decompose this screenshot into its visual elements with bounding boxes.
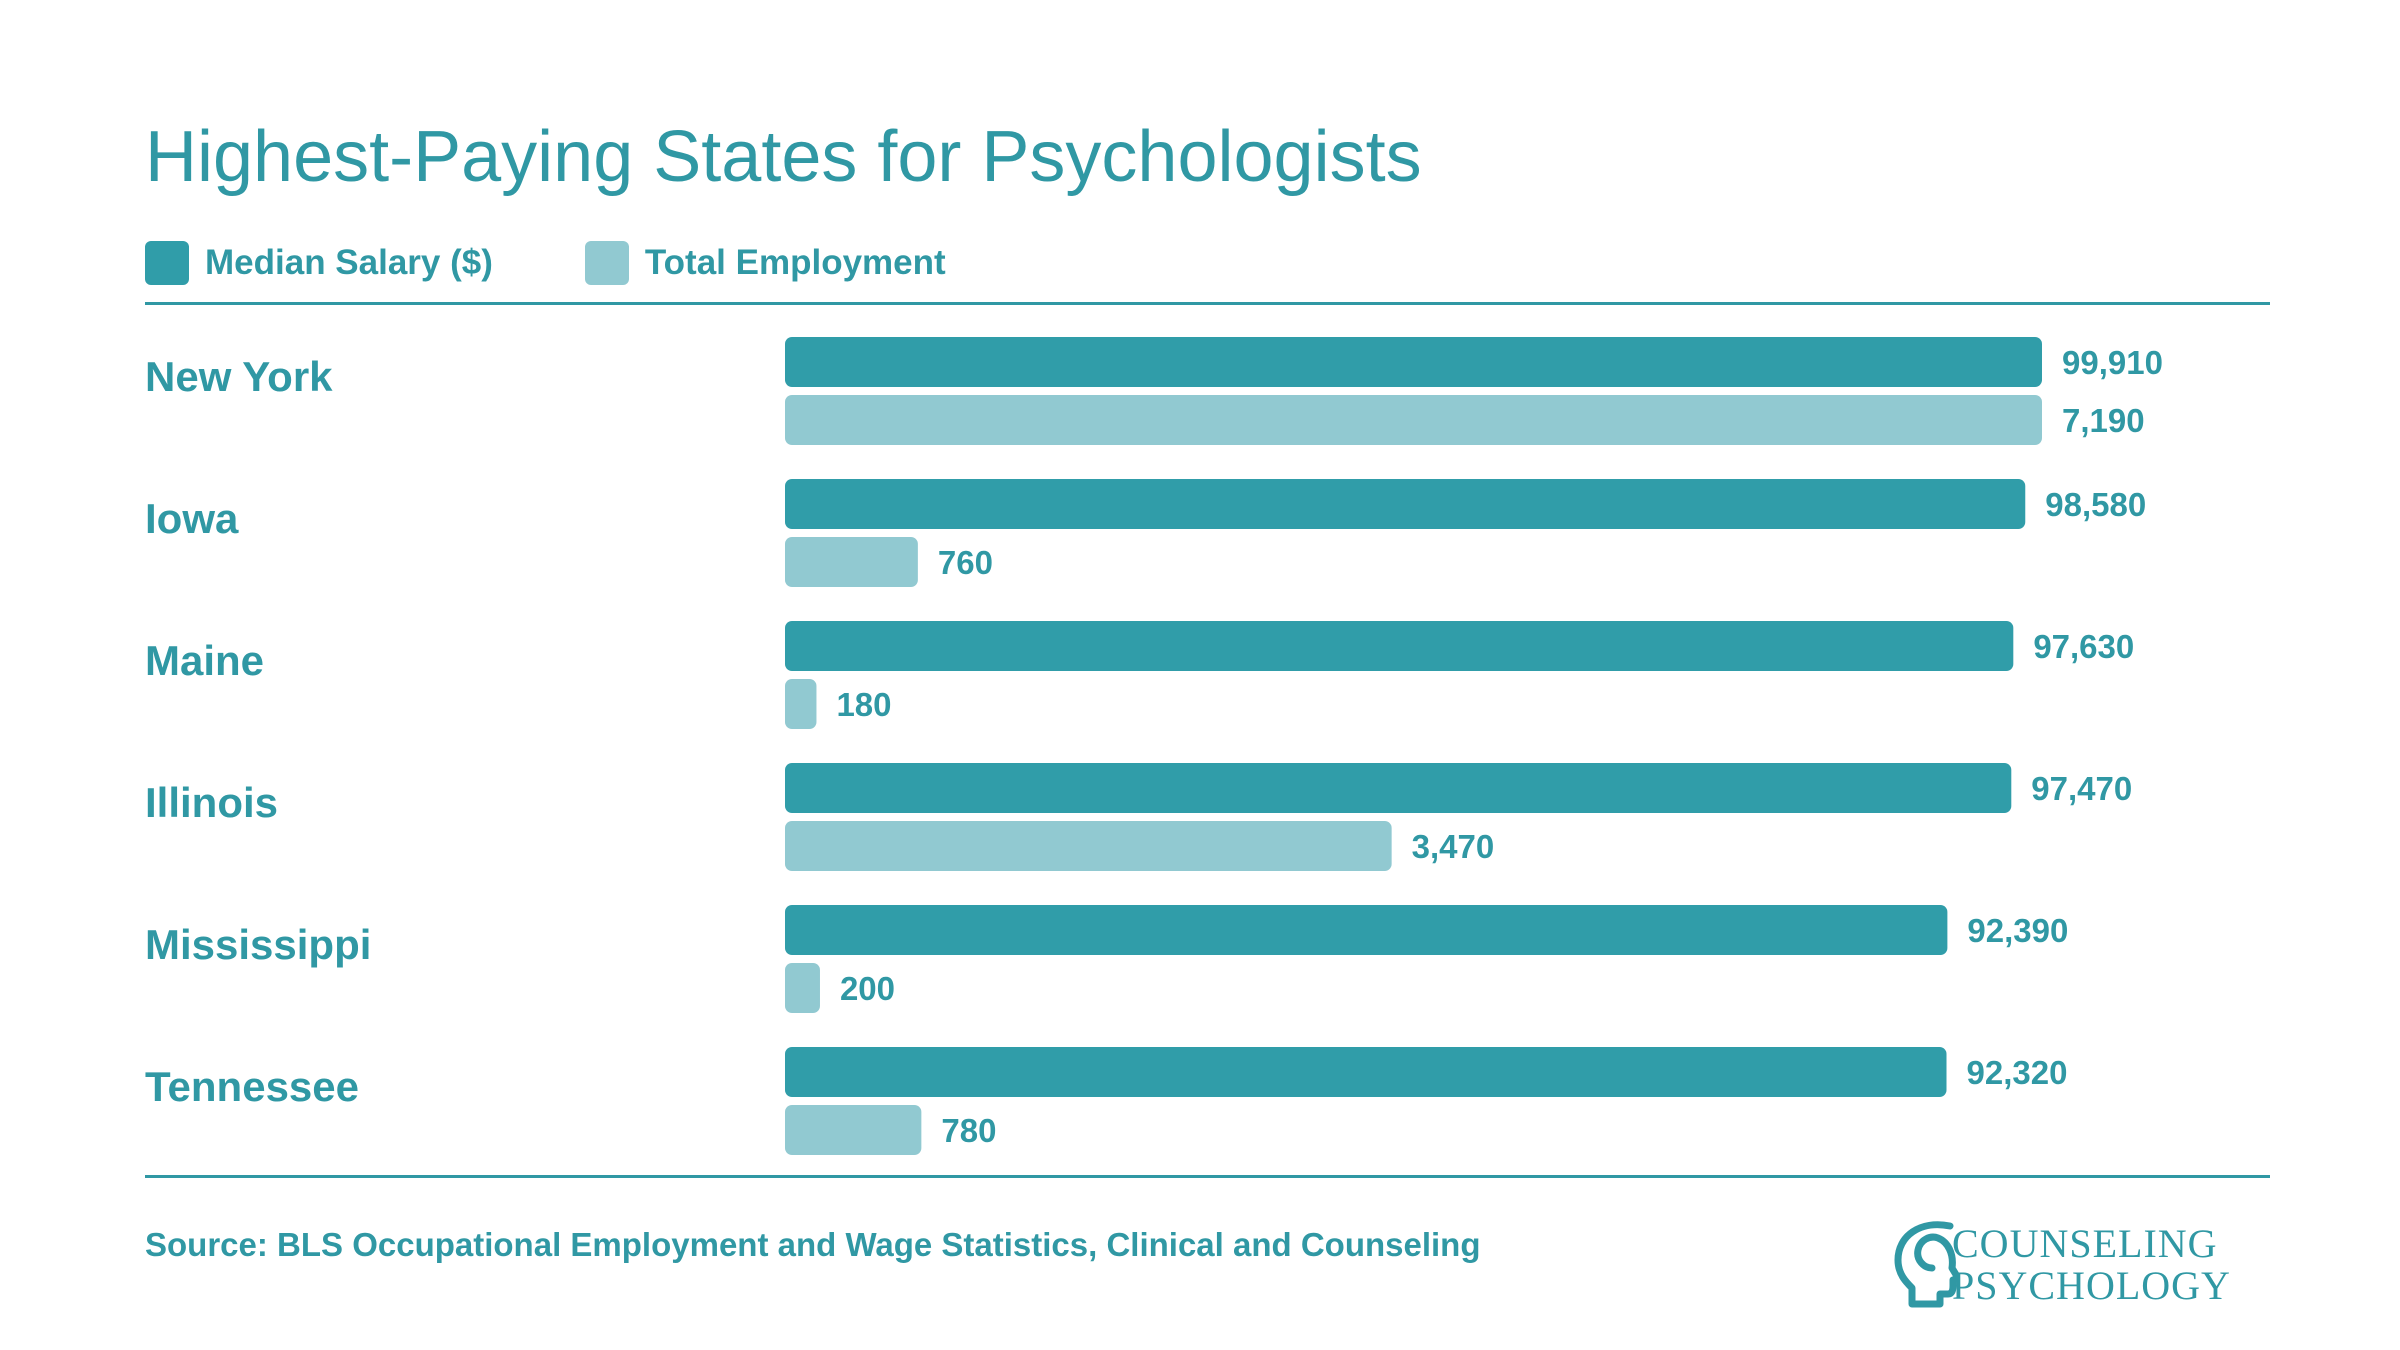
legend-swatch-salary bbox=[145, 241, 189, 285]
bar-employment-maine bbox=[785, 679, 817, 729]
legend-swatch-employment bbox=[584, 241, 629, 285]
bar-salary-iowa bbox=[785, 479, 2026, 529]
value-label-employment-new-york: 7,190 bbox=[2062, 402, 2145, 439]
value-label-employment-maine: 180 bbox=[836, 686, 891, 723]
value-label-employment-iowa: 760 bbox=[938, 544, 993, 581]
bar-salary-new-york bbox=[785, 337, 2042, 387]
head-profile-icon bbox=[1894, 1221, 1960, 1308]
bottom-divider bbox=[145, 1175, 2270, 1178]
bar-employment-illinois bbox=[785, 821, 1392, 871]
bar-salary-tennessee bbox=[785, 1047, 1947, 1097]
value-label-salary-tennessee: 92,320 bbox=[1967, 1054, 2068, 1091]
legend-item-employment: Total Employment bbox=[584, 241, 946, 285]
category-label-illinois: Illinois bbox=[145, 779, 278, 826]
bar-employment-tennessee bbox=[785, 1105, 922, 1155]
bar-employment-mississippi bbox=[785, 963, 820, 1013]
bar-employment-new-york bbox=[785, 395, 2042, 445]
legend: Median Salary ($) Total Employment bbox=[145, 238, 1038, 288]
value-label-salary-new-york: 99,910 bbox=[2062, 344, 2163, 381]
logo-text-psychology: PSYCHOLOGY bbox=[1952, 1263, 2231, 1308]
source-note: Source: BLS Occupational Employment and … bbox=[145, 1226, 1481, 1263]
category-label-mississippi: Mississippi bbox=[145, 921, 371, 968]
value-label-salary-illinois: 97,470 bbox=[2031, 770, 2132, 807]
bar-employment-iowa bbox=[785, 537, 918, 587]
category-label-new-york: New York bbox=[145, 353, 333, 400]
value-label-salary-mississippi: 92,390 bbox=[1967, 912, 2068, 949]
logo-text-counseling: COUNSELING bbox=[1952, 1221, 2218, 1266]
value-label-employment-illinois: 3,470 bbox=[1412, 828, 1495, 865]
bar-salary-illinois bbox=[785, 763, 2012, 813]
category-label-maine: Maine bbox=[145, 637, 264, 684]
value-label-salary-maine: 97,630 bbox=[2033, 628, 2134, 665]
counseling-psychology-logo: COUNSELING PSYCHOLOGY bbox=[1890, 1218, 2250, 1308]
value-label-employment-mississippi: 200 bbox=[840, 970, 895, 1007]
chart-title: Highest-Paying States for Psychologists bbox=[145, 117, 1422, 197]
category-label-tennessee: Tennessee bbox=[145, 1063, 359, 1110]
category-label-iowa: Iowa bbox=[145, 495, 239, 542]
legend-label-salary: Median Salary ($) bbox=[205, 243, 493, 282]
legend-item-salary: Median Salary ($) bbox=[145, 241, 493, 285]
bar-salary-maine bbox=[785, 621, 2014, 671]
bar-salary-mississippi bbox=[785, 905, 1948, 955]
top-divider bbox=[145, 302, 2270, 305]
legend-label-employment: Total Employment bbox=[644, 243, 946, 282]
value-label-salary-iowa: 98,580 bbox=[2045, 486, 2146, 523]
value-label-employment-tennessee: 780 bbox=[941, 1112, 996, 1149]
